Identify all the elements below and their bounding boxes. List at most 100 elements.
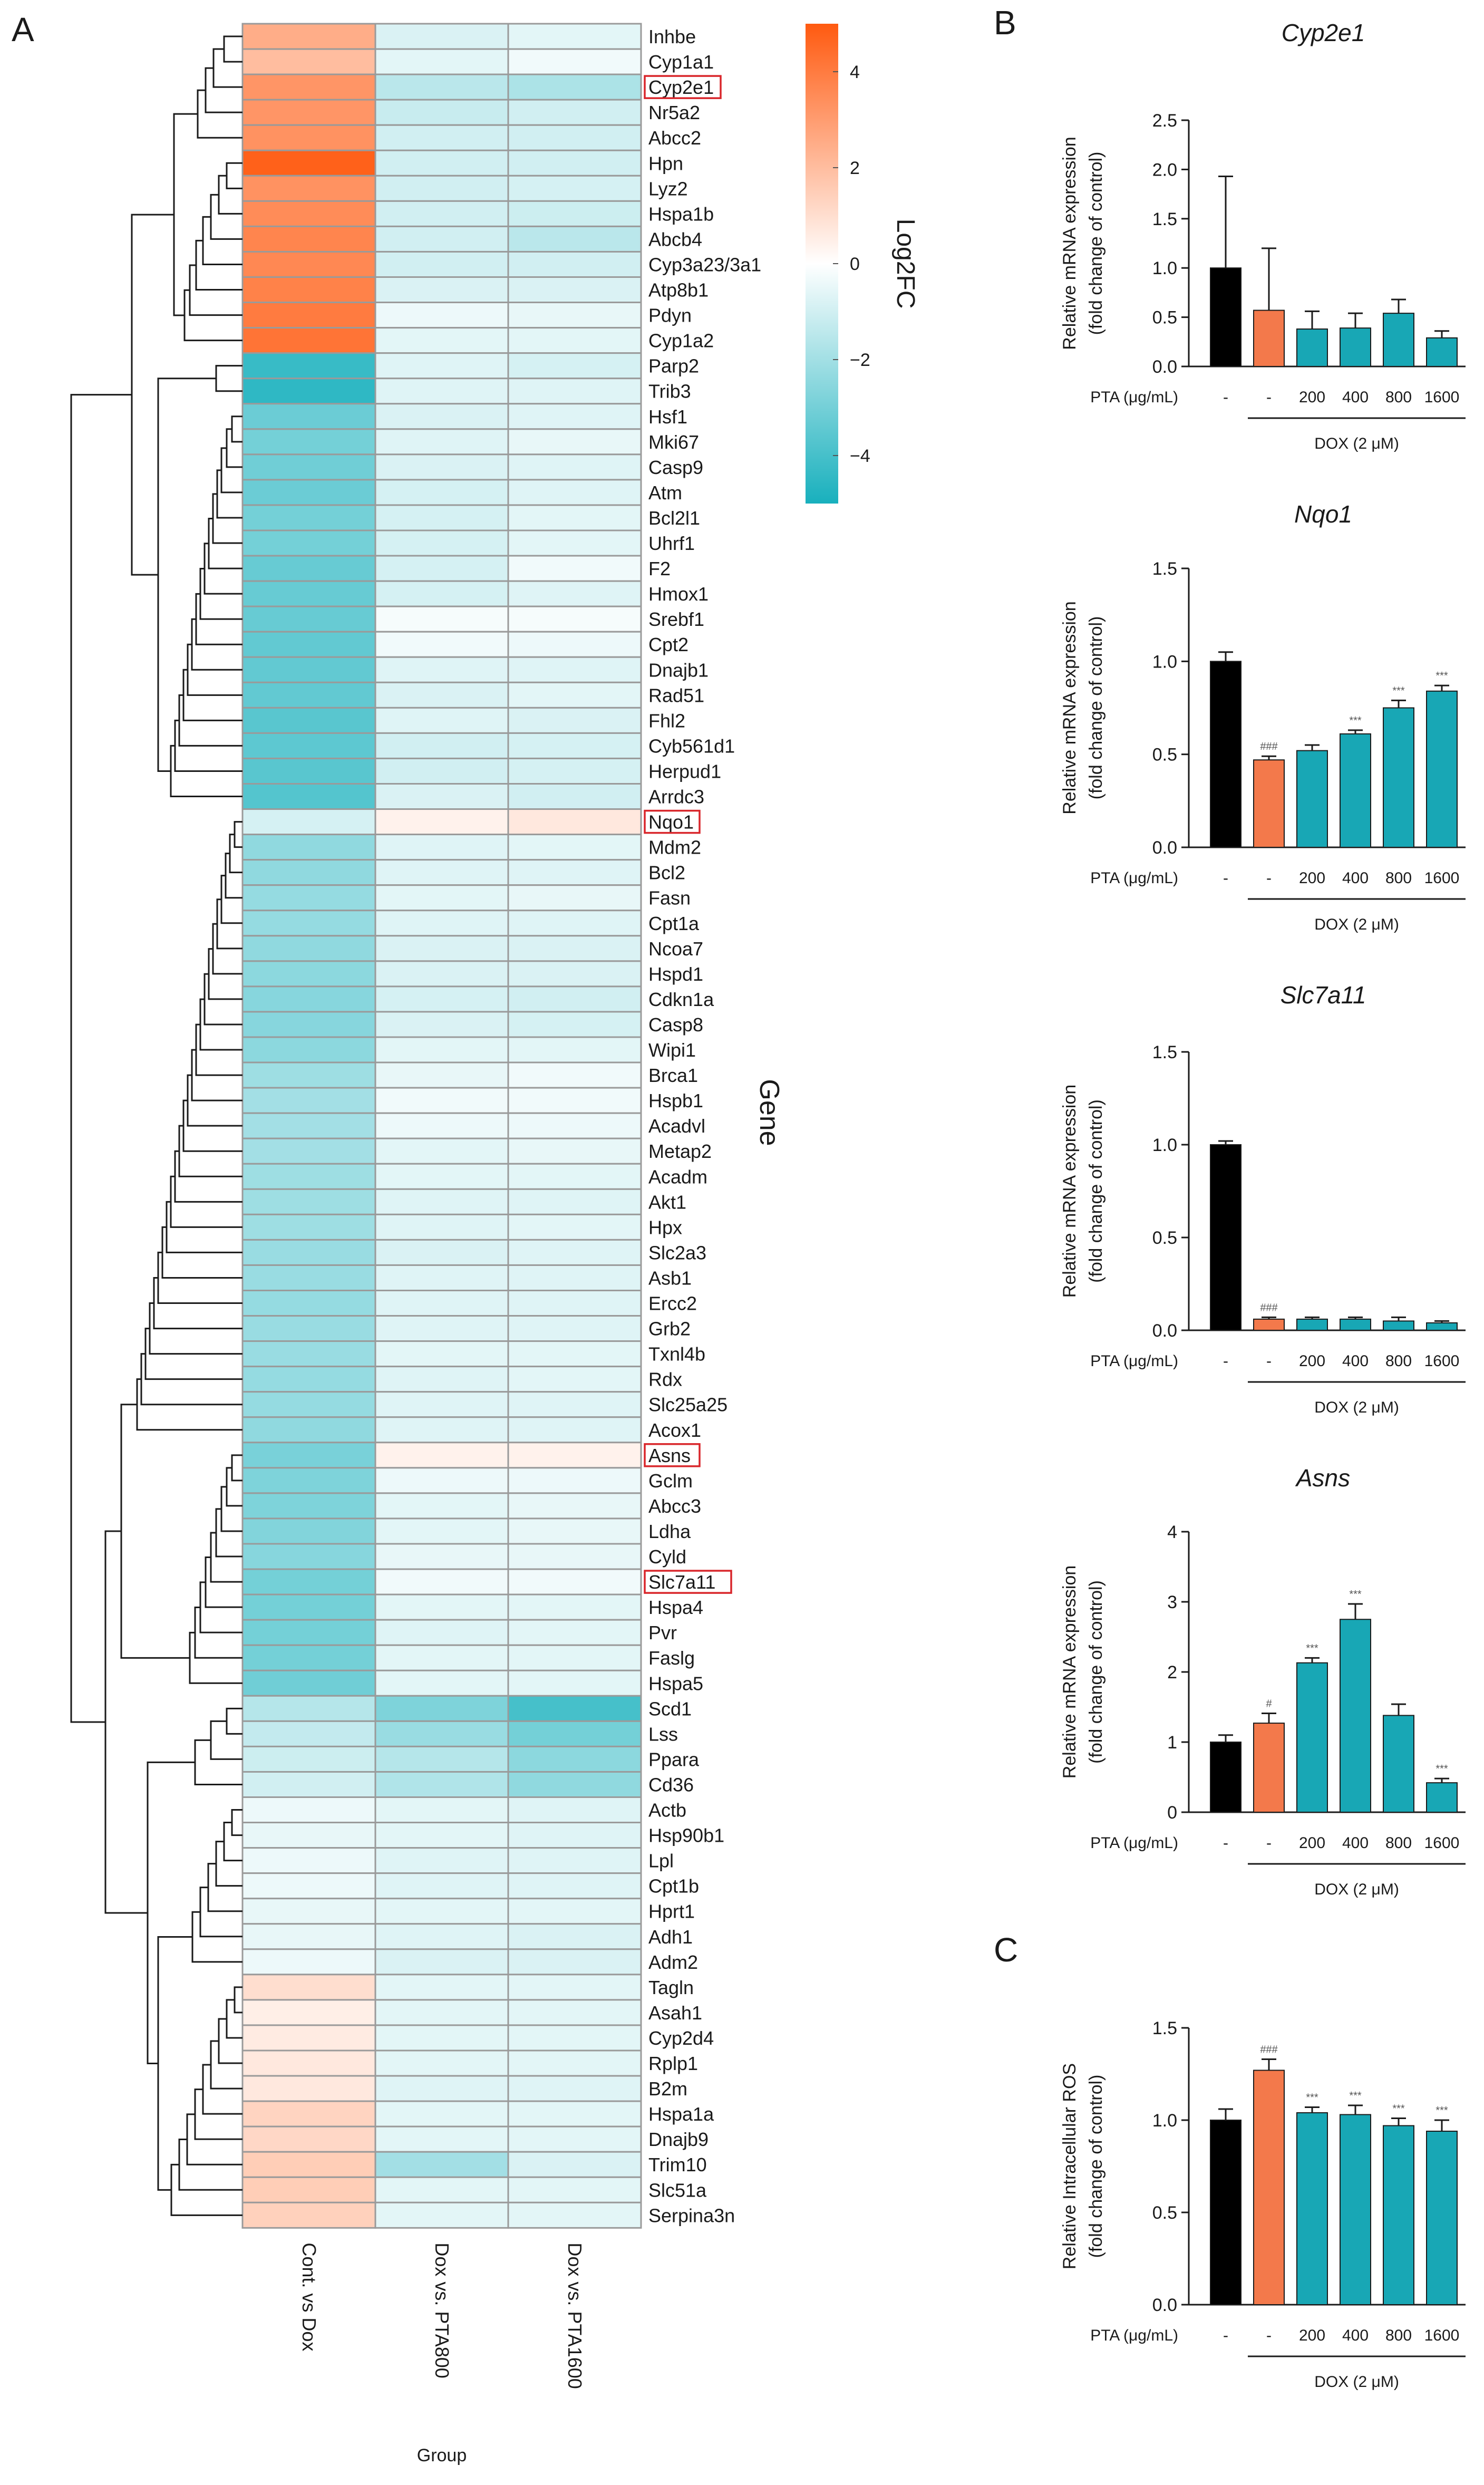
heatmap-cell — [374, 1847, 509, 1874]
dendrogram-branch — [234, 821, 243, 848]
heatmap-cell — [374, 1695, 509, 1722]
dose-label: 400 — [1342, 2327, 1369, 2344]
significance-marker: *** — [1349, 1589, 1362, 1600]
chart-title: Cyp2e1 — [1282, 19, 1365, 46]
gene-label: Herpud1 — [648, 760, 721, 782]
gene-label: Fasn — [648, 887, 691, 909]
heatmap-cell — [507, 910, 642, 937]
group-label: DOX (2 μM) — [1314, 1399, 1399, 1416]
heatmap-cell — [507, 555, 642, 582]
gene-label: Hspa4 — [648, 1597, 703, 1618]
gene-label: Hspd1 — [648, 963, 703, 985]
heatmap-cell — [507, 1391, 642, 1418]
heatmap-cell — [374, 1771, 509, 1798]
dose-label: 400 — [1342, 1352, 1369, 1370]
heatmap-cell — [241, 327, 376, 354]
bar — [1210, 2120, 1241, 2305]
dose-label: - — [1266, 1352, 1272, 1370]
y-tick-label: 0.5 — [1152, 1228, 1177, 1248]
heatmap-cell — [241, 834, 376, 861]
heatmap-cell — [507, 1619, 642, 1646]
heatmap-cell — [374, 580, 509, 607]
gene-label: Hsf1 — [648, 406, 687, 428]
gene-highlight-box — [644, 75, 722, 99]
heatmap-cell — [374, 1720, 509, 1747]
dose-label: 200 — [1299, 2327, 1325, 2344]
pta-row-label: PTA (μg/mL) — [1090, 2327, 1178, 2344]
y-tick-label: 3 — [1167, 1592, 1177, 1612]
bar — [1253, 310, 1285, 367]
colorbar-tick-label: 0 — [850, 254, 860, 274]
gene-label: B2m — [648, 2078, 687, 2100]
gene-highlight-box — [644, 1443, 701, 1467]
heatmap-cell — [507, 302, 642, 329]
heatmap-cell — [241, 1872, 376, 1900]
dose-label: - — [1266, 1834, 1272, 1852]
heatmap-cell — [507, 276, 642, 304]
heatmap-cell — [374, 1872, 509, 1900]
heatmap-cell — [374, 1822, 509, 1849]
dose-label: - — [1223, 389, 1228, 406]
heatmap-cell — [241, 1543, 376, 1570]
heatmap-cell — [374, 631, 509, 658]
gene-label: Pvr — [648, 1622, 677, 1643]
gene-label: Slc2a3 — [648, 1242, 706, 1263]
y-axis-label: (fold change of control) — [1086, 616, 1106, 800]
heatmap-cell — [507, 783, 642, 810]
heatmap-cell — [241, 453, 376, 481]
dendrogram — [70, 35, 243, 2216]
dose-label: 800 — [1385, 1352, 1412, 1370]
heatmap-cell — [241, 2075, 376, 2102]
y-axis-label: Relative mRNA expression — [1060, 1565, 1080, 1778]
heatmap-cell — [507, 403, 642, 430]
heatmap-cell — [507, 1137, 642, 1165]
bar — [1426, 1322, 1458, 1331]
heatmap-cell — [374, 960, 509, 988]
gene-label: Cdkn1a — [648, 989, 714, 1010]
heatmap-cell — [241, 428, 376, 456]
heatmap-cell — [507, 631, 642, 658]
heatmap-cell — [374, 124, 509, 151]
heatmap-cell — [507, 681, 642, 709]
heatmap-cell — [241, 2049, 376, 2077]
heatmap-cell — [241, 757, 376, 785]
heatmap-cell — [241, 1669, 376, 1697]
heatmap-cell — [507, 1467, 642, 1494]
gene-label: Nr5a2 — [648, 102, 700, 123]
dose-label: - — [1223, 1834, 1228, 1852]
heatmap-cell — [241, 1796, 376, 1824]
gene-label: Ppara — [648, 1748, 700, 1770]
heatmap-cell — [507, 1239, 642, 1266]
heatmap-cell — [374, 935, 509, 962]
bar — [1296, 750, 1328, 848]
y-tick-label: 1.5 — [1152, 209, 1177, 229]
gene-label: Atp8b1 — [648, 279, 709, 301]
heatmap-cell — [507, 2125, 642, 2153]
heatmap-cell — [374, 149, 509, 177]
gene-label: Scd1 — [648, 1698, 692, 1719]
heatmap-cell — [507, 834, 642, 861]
heatmap-cell — [507, 124, 642, 151]
dendrogram-branch — [220, 875, 243, 924]
heatmap-cell — [241, 732, 376, 759]
gene-label: Hmox1 — [648, 583, 709, 605]
colorbar — [806, 24, 838, 504]
heatmap-cell — [374, 352, 509, 380]
dendrogram-branch — [70, 394, 132, 1723]
panel-label: B — [994, 4, 1016, 42]
heatmap-cell — [374, 1264, 509, 1291]
gene-label: Adm2 — [648, 1951, 698, 1973]
heatmap-cell — [507, 99, 642, 126]
significance-marker: *** — [1435, 670, 1448, 682]
gene-label: Ncoa7 — [648, 938, 703, 960]
heatmap-cell — [507, 1974, 642, 2001]
heatmap-cell — [374, 1340, 509, 1368]
gene-label: Dnajb9 — [648, 2129, 709, 2150]
heatmap-cell — [241, 1695, 376, 1722]
group-label: DOX (2 μM) — [1314, 2373, 1399, 2391]
gene-label: Gclm — [648, 1470, 693, 1492]
heatmap-cell — [507, 73, 642, 101]
gene-label: Dnajb1 — [648, 659, 709, 681]
gene-label: Casp9 — [648, 457, 703, 478]
bar-chart-3: Slc7a11 0.0 0.5 1.0 1.5 Relative mRNA express… — [1060, 981, 1466, 1416]
